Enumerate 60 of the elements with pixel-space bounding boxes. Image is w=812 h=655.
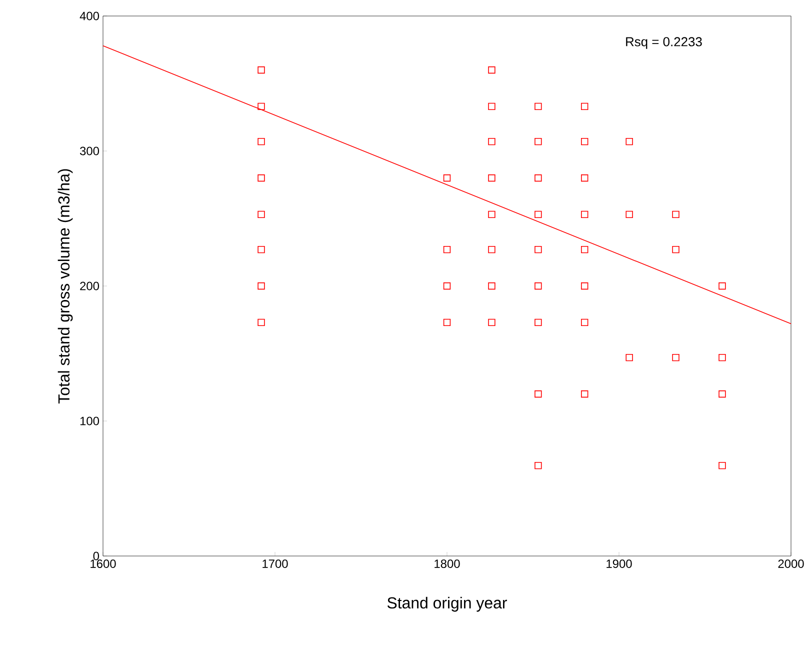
- point: [718, 390, 726, 398]
- y-axis-title: Total stand gross volume (m3/ha): [58, 169, 73, 404]
- point: [534, 102, 542, 110]
- point: [488, 210, 496, 218]
- point: [443, 318, 451, 326]
- point: [258, 66, 265, 74]
- point: [718, 462, 726, 470]
- y-tick-label: 200: [80, 282, 100, 290]
- annotation: Rsq = 0.2233: [626, 37, 702, 49]
- y-tick-label: 300: [80, 146, 100, 156]
- point: [443, 282, 451, 290]
- point: [626, 210, 633, 218]
- point: [443, 246, 451, 254]
- point: [718, 354, 726, 362]
- y-tick-label: 100: [80, 416, 100, 426]
- point: [488, 138, 496, 146]
- point: [488, 66, 496, 74]
- point: [258, 210, 265, 218]
- point: [488, 318, 496, 326]
- point: [534, 246, 542, 254]
- point: [534, 390, 542, 398]
- point: [581, 282, 588, 290]
- x-tick-label: 1700: [262, 560, 288, 568]
- point: [258, 246, 265, 254]
- x-tick-label: 1800: [434, 560, 460, 568]
- point: [488, 282, 496, 290]
- point: [581, 246, 588, 254]
- x-tick-label: 2000: [778, 560, 804, 568]
- x-tick-label: 1600: [90, 560, 116, 568]
- point: [534, 174, 542, 182]
- point: [258, 174, 265, 182]
- x-tick-label: 1900: [606, 560, 632, 568]
- point: [534, 462, 542, 470]
- point: [534, 318, 542, 326]
- point: [672, 246, 680, 254]
- point: [488, 102, 496, 110]
- y-tick-label: 400: [80, 12, 100, 20]
- point: [581, 390, 588, 398]
- point: [443, 174, 451, 182]
- point: [488, 174, 496, 182]
- point: [488, 246, 496, 254]
- point: [534, 210, 542, 218]
- point: [672, 210, 680, 218]
- point: [258, 138, 265, 146]
- x-axis-title: Stand origin year: [387, 596, 507, 612]
- point: [581, 174, 588, 182]
- point: [534, 138, 542, 146]
- y-tick-label: 0: [93, 552, 100, 560]
- point: [258, 102, 265, 110]
- point: [258, 282, 265, 290]
- point: [581, 138, 588, 146]
- point: [581, 210, 588, 218]
- point: [258, 318, 265, 326]
- point: [534, 282, 542, 290]
- point: [581, 318, 588, 326]
- point: [718, 282, 726, 290]
- point: [626, 138, 633, 146]
- point: [626, 354, 633, 362]
- point: [672, 354, 680, 362]
- point: [581, 102, 588, 110]
